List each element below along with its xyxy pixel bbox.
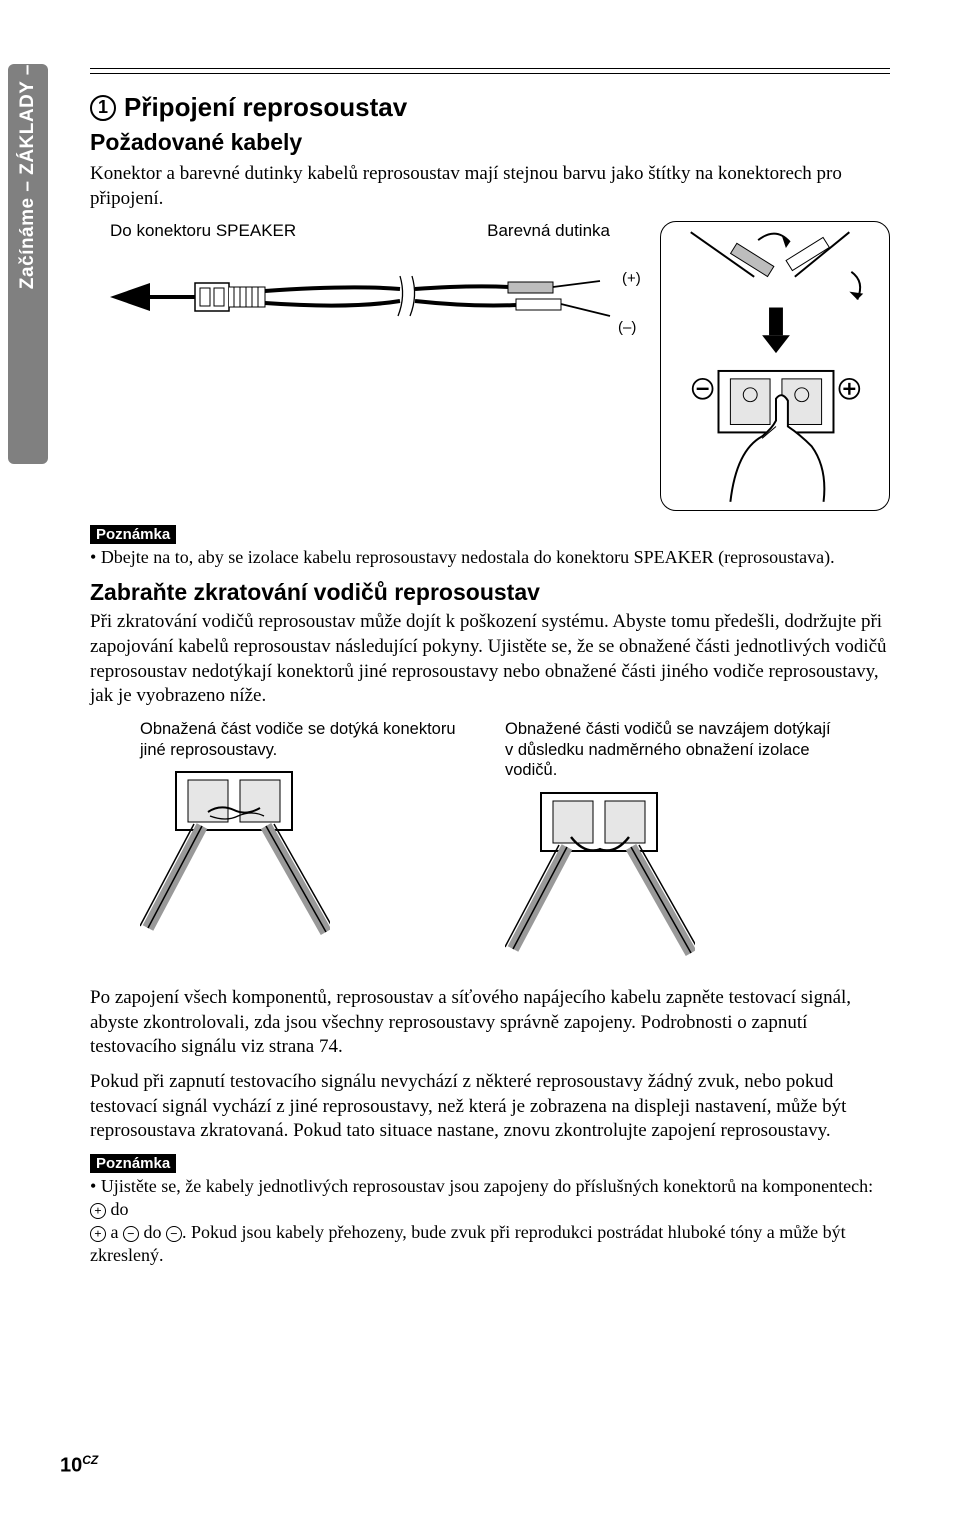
svg-text:(+): (+) [622,270,641,287]
intro-paragraph: Konektor a barevné dutinky kabelů repros… [90,162,890,211]
step-number-badge: 1 [90,95,116,121]
left-caption: Obnažená část vodiče se dotýká konektoru… [140,719,475,760]
note2-a: Ujistěte se, že kabely jednotlivých repr… [101,1176,873,1196]
rule-top-thin [90,73,890,74]
step-heading: 1 Připojení reprosoustav [90,92,890,123]
note2-b: do [106,1199,129,1219]
minus-icon: − [123,1226,139,1242]
connector-label: Do konektoru SPEAKER [110,221,296,241]
note2-c: a [106,1222,123,1242]
speaker-cable-diagram: (+) (–) [90,241,650,351]
page-content: 1 Připojení reprosoustav Požadované kabe… [90,60,890,1267]
short-circuit-paragraph: Při zkratování vodičů reprosoustav může … [90,610,890,709]
page-number-suffix: CZ [82,1453,98,1467]
after-para-2: Pokud při zapnutí testovacího signálu ne… [90,1070,890,1144]
terminal-insert-diagram [660,221,890,511]
note-label-2: Poznámka [90,1154,176,1173]
minus-icon-2: − [166,1226,182,1242]
step-title-text: Připojení reprosoustav [124,92,407,123]
note2-d: do [139,1222,166,1242]
plus-icon: + [90,1203,106,1219]
right-caption: Obnažené části vodičů se navzájem dotýka… [505,719,840,781]
note-2-text: • Ujistěte se, že kabely jednotlivých re… [90,1175,890,1267]
rule-top [90,68,890,69]
plus-icon-2: + [90,1226,106,1242]
wrong-wiring-right [505,785,695,965]
after-para-1: Po zapojení všech komponentů, reprosoust… [90,986,890,1060]
sidebar-tab: Začínáme – ZÁKLADY – [8,64,48,464]
svg-text:(–): (–) [618,319,636,336]
required-cables-heading: Požadované kabely [90,129,890,156]
page-number-value: 10 [60,1455,82,1477]
note2-e: . Pokud jsou kabely přehozeny, bude zvuk… [90,1222,846,1265]
wrong-wiring-left [140,764,330,944]
page-number: 10CZ [60,1453,98,1478]
note-1-text: Dbejte na to, aby se izolace kabelu repr… [90,546,890,569]
sidebar-label: Začínáme – ZÁKLADY – [17,64,39,304]
cable-diagram-row: Do konektoru SPEAKER Barevná dutinka [90,221,890,511]
sleeve-label: Barevná dutinka [487,221,610,241]
short-circuit-heading: Zabraňte zkratování vodičů reprosoustav [90,579,890,606]
note-label-1: Poznámka [90,525,176,544]
